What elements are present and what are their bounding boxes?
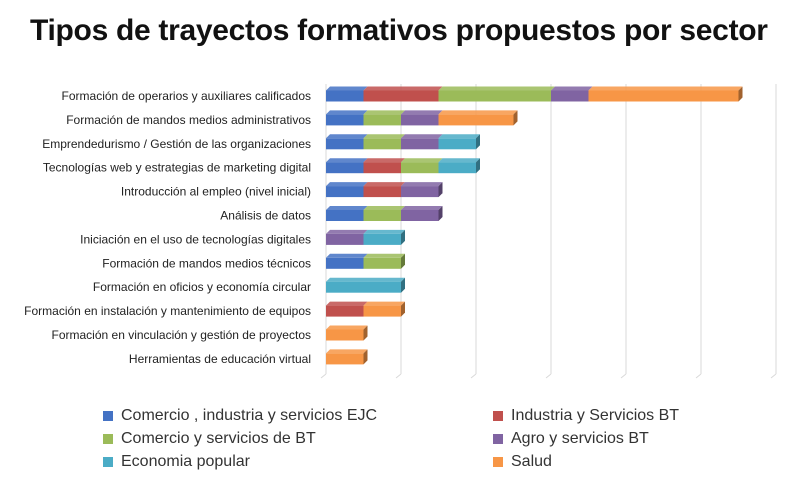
bar-segment [326, 281, 401, 293]
bar-segment-top [401, 182, 443, 187]
bar-segment-top [363, 206, 405, 210]
bar-segment [588, 90, 739, 102]
bar-segment [401, 210, 439, 221]
bar-segment [363, 233, 401, 245]
bar-segment [401, 138, 439, 150]
bar-segment [401, 186, 439, 198]
bar-segment [326, 257, 364, 269]
category-label: Formación de mandos medios administrativ… [66, 113, 311, 127]
gridline-floor [545, 373, 552, 379]
bar-segment [438, 138, 476, 150]
bar-segment-top [401, 110, 443, 115]
bar-segment [363, 210, 401, 221]
bar-segment [363, 138, 401, 150]
bar-segment [326, 329, 364, 341]
bar-segment-top [326, 182, 368, 187]
bar-segment [326, 162, 364, 174]
bar-segment-top [326, 86, 368, 91]
bar-segment [438, 90, 551, 102]
category-label: Formación de mandos medios técnicos [102, 256, 311, 270]
bar-end-face [401, 277, 405, 293]
bar-segment [363, 186, 401, 198]
bar-segment-top [363, 110, 405, 115]
bar-segment-top [326, 349, 368, 354]
category-label: Herramientas de educación virtual [129, 352, 311, 366]
category-label: Introducción al empleo (nivel inicial) [121, 185, 311, 199]
bar-segment [401, 162, 439, 174]
bar-segment-top [363, 182, 405, 187]
bar-segment [326, 305, 364, 317]
gridline-floor [395, 373, 402, 379]
bar-end-face [401, 253, 405, 269]
bar-end-face [738, 86, 743, 102]
bar-end-face [476, 158, 480, 174]
bar-segment-top [588, 86, 743, 91]
bar-segment-top [326, 206, 368, 210]
bar-end-face [438, 206, 443, 221]
bar-segment-top [438, 110, 518, 115]
bar-segment-top [326, 301, 368, 306]
bar-segment [326, 90, 364, 102]
bar-segment-top [363, 229, 405, 234]
category-label: Formación en vinculación y gestión de pr… [52, 328, 311, 342]
bar-end-face [438, 182, 443, 198]
bar-segment [401, 114, 439, 126]
gridline-floor [770, 373, 777, 379]
bar-segment [363, 90, 439, 102]
category-label: Emprendedurismo / Gestión de las organiz… [42, 137, 311, 151]
gridline-floor [320, 373, 327, 379]
bar-segment-top [363, 158, 405, 163]
bar-segment-top [401, 206, 443, 210]
bar-segment-top [401, 158, 443, 163]
bar-end-face [401, 301, 405, 317]
category-label: Formación en oficios y economía circular [93, 280, 311, 294]
category-label: Análisis de datos [220, 209, 311, 223]
bar-segment-top [326, 277, 405, 282]
bar-segment [363, 114, 401, 126]
bar-segment-top [438, 134, 480, 139]
bar-segment [438, 114, 514, 126]
category-label: Formación en instalación y mantenimiento… [24, 304, 311, 318]
bar-segment-top [326, 325, 368, 330]
bar-segment [363, 257, 401, 269]
bar-segment-top [326, 229, 368, 234]
bar-segment-top [438, 86, 555, 91]
bar-segment-top [363, 86, 443, 91]
chart-title: Tipos de trayectos formativos propuestos… [30, 14, 768, 47]
bar-end-face [513, 110, 518, 126]
bar-segment [326, 210, 364, 221]
category-label: Formación de operarios y auxiliares cali… [62, 89, 311, 103]
bar-segment [326, 114, 364, 126]
category-label: Tecnologías web y estrategias de marketi… [43, 161, 311, 175]
bar-segment-top [363, 301, 405, 306]
bar-segment [438, 162, 476, 174]
bar-segment [326, 353, 364, 365]
bar-segment-top [363, 134, 405, 139]
bar-segment [326, 233, 364, 245]
bar-segment-top [551, 86, 593, 91]
gridline-floor [470, 373, 477, 379]
bar-segment-top [401, 134, 443, 139]
bar-segment [551, 90, 589, 102]
gridline-floor [620, 373, 627, 379]
bar-end-face [476, 134, 480, 150]
bar-segment [326, 138, 364, 150]
gridline-floor [695, 373, 702, 379]
bar-end-face [401, 229, 405, 245]
bar-segment [326, 186, 364, 198]
category-label: Iniciación en el uso de tecnologías digi… [80, 232, 311, 246]
bar-segment [363, 305, 401, 317]
bar-segment-top [326, 134, 368, 139]
bar-segment-top [363, 253, 405, 258]
bar-segment-top [326, 110, 368, 115]
bar-end-face [363, 349, 368, 365]
bar-segment [363, 162, 401, 174]
bar-segment-top [438, 158, 480, 163]
bar-segment-top [326, 158, 368, 163]
bar-segment-top [326, 253, 368, 258]
bar-end-face [363, 325, 368, 341]
